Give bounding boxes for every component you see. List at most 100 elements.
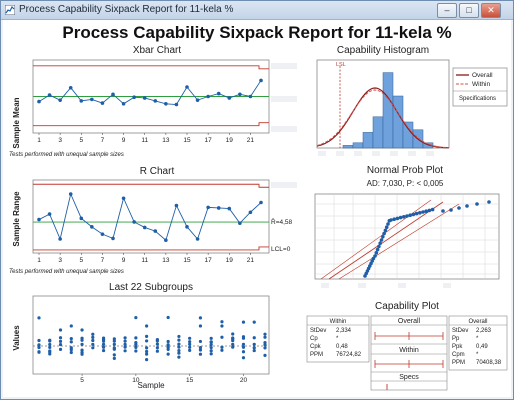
subgroup-point	[37, 345, 41, 350]
normal-prob-stats: AD: 7,030, P: < 0,005	[367, 179, 444, 188]
xbar-point	[68, 85, 73, 90]
r-tick-label: 21	[247, 257, 255, 264]
r-point	[195, 237, 200, 241]
subgroup-point	[209, 345, 213, 350]
subgroup-point	[166, 352, 170, 356]
npp-point	[377, 244, 381, 249]
xbar-point	[238, 92, 242, 97]
xbar-series-line	[38, 80, 262, 105]
subgroup-point	[69, 348, 73, 352]
maximize-button[interactable]: □	[459, 3, 479, 18]
subgroups-points	[37, 315, 267, 362]
subgroup-point	[48, 342, 52, 347]
r-point	[132, 220, 136, 224]
subgroup-point	[112, 342, 116, 346]
r-tick-label: 13	[162, 257, 170, 264]
subgroup-point	[263, 335, 267, 339]
r-chart-plot-area	[32, 179, 270, 254]
npp-point	[398, 215, 403, 220]
subgroup-point	[177, 338, 181, 342]
subgroups-tick-label: 10	[132, 377, 140, 384]
npp-point	[378, 241, 383, 245]
minimize-button[interactable]: –	[437, 3, 457, 18]
xbar-tick-label: 9	[122, 137, 126, 144]
subgroup-point	[101, 336, 106, 340]
subgroup-point	[198, 339, 203, 344]
panel-specs-label: Specs	[399, 374, 419, 381]
overall-pp-value: *	[476, 336, 479, 342]
xbar-point	[90, 97, 94, 102]
r-point	[259, 200, 263, 205]
subgroup-point	[145, 346, 149, 350]
subgroup-point	[80, 348, 84, 352]
subgroups-title: Last 22 Subgroups	[109, 282, 193, 293]
subgroup-point	[134, 336, 138, 340]
npp-point	[381, 235, 385, 239]
subgroup-point	[69, 337, 73, 341]
npp-point	[383, 228, 388, 233]
r-point	[174, 203, 179, 208]
xbar-point	[153, 99, 158, 103]
subgroup-point	[145, 358, 149, 362]
npp-point	[465, 204, 469, 208]
npp-point	[375, 247, 380, 252]
histogram-title: Capability Histogram	[337, 45, 429, 56]
histogram-bar	[402, 121, 414, 149]
r-point	[58, 237, 62, 241]
overall-ppm-value: 70408,38	[476, 360, 502, 366]
subgroup-point	[263, 346, 267, 350]
npp-point	[405, 214, 409, 218]
r-tick-label: 15	[183, 257, 191, 264]
r-point	[121, 196, 126, 201]
subgroup-point	[198, 345, 203, 350]
subgroup-point	[220, 324, 224, 328]
subgroup-point	[166, 343, 170, 347]
subgroup-point	[101, 339, 106, 343]
report-title: Process Capability Sixpack Report for 11…	[62, 23, 452, 42]
r-point	[185, 225, 189, 229]
subgroup-point	[177, 342, 181, 346]
subgroup-point	[209, 336, 213, 340]
subgroup-point	[48, 345, 52, 349]
overall-cpm-value: *	[476, 352, 479, 358]
subgroups-ylabel: Values	[12, 325, 21, 351]
subgroup-point	[80, 352, 84, 356]
minitab-graph-icon	[5, 5, 15, 15]
close-button[interactable]: ✕	[481, 3, 501, 18]
subgroup-point	[37, 316, 41, 320]
subgroup-point	[145, 352, 149, 356]
npp-point	[379, 238, 384, 242]
legend-specifications-label: Specifications	[459, 96, 496, 102]
subgroup-point	[231, 338, 235, 343]
normal-prob-title: Normal Prob Plot	[367, 165, 443, 176]
subgroup-point	[188, 336, 192, 340]
subgroup-point	[166, 347, 170, 351]
subgroup-point	[198, 348, 203, 352]
r-point	[68, 192, 73, 196]
subgroup-point	[188, 348, 192, 352]
subgroup-point	[101, 345, 106, 349]
r-center-label: R̄=4,58	[271, 218, 293, 226]
subgroup-point	[252, 336, 256, 340]
subgroup-point	[188, 340, 192, 344]
histogram-bar	[382, 72, 394, 149]
subgroup-point	[188, 342, 192, 346]
subgroup-point	[155, 349, 159, 353]
subgroup-point	[37, 338, 41, 343]
overall-pp-label: Pp	[452, 336, 460, 342]
subgroup-point	[198, 324, 203, 328]
r-point	[227, 206, 232, 211]
subgroup-point	[198, 316, 203, 320]
xbar-tick-label: 19	[226, 137, 234, 144]
r-point	[153, 229, 158, 233]
overall-curve	[316, 87, 450, 149]
subgroups-x-ticks: 5 10 15 20	[80, 374, 247, 384]
subgroup-point	[177, 351, 181, 355]
r-point	[238, 221, 242, 225]
overall-stdev-value: 2,263	[476, 328, 492, 334]
subgroup-point	[112, 339, 116, 343]
within-cpk-value: 0,48	[336, 344, 348, 350]
subgroup-point	[188, 345, 192, 349]
subgroups-plot-area	[32, 295, 270, 375]
